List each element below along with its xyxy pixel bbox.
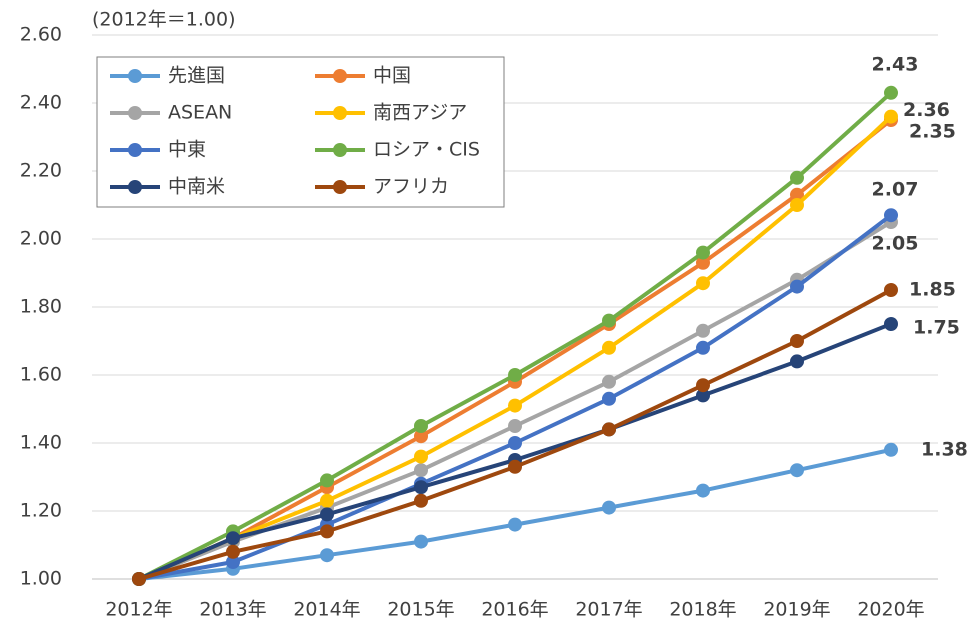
legend-label: ロシア・CIS bbox=[373, 139, 480, 161]
legend-marker bbox=[128, 106, 142, 120]
legend-marker bbox=[333, 180, 347, 194]
marker bbox=[414, 493, 428, 508]
legend-marker bbox=[333, 106, 347, 120]
marker bbox=[884, 109, 898, 124]
marker bbox=[790, 354, 804, 369]
marker bbox=[508, 517, 522, 532]
y-tick-label: 1.60 bbox=[20, 364, 62, 386]
marker bbox=[602, 313, 616, 328]
marker bbox=[602, 422, 616, 437]
y-tick-label: 1.40 bbox=[20, 432, 62, 454]
marker bbox=[508, 368, 522, 382]
marker bbox=[696, 255, 710, 270]
marker bbox=[696, 340, 710, 355]
series bbox=[132, 283, 898, 586]
legend-marker bbox=[333, 69, 347, 83]
y-tick-label: 2.60 bbox=[20, 24, 62, 46]
x-tick-label: 2018年 bbox=[669, 599, 736, 621]
y-tick-label: 1.20 bbox=[20, 500, 62, 522]
x-tick-label: 2012年 bbox=[105, 599, 172, 621]
y-tick-label: 1.80 bbox=[20, 296, 62, 318]
legend-label: ASEAN bbox=[168, 102, 232, 124]
marker bbox=[320, 473, 334, 488]
legend-label: 南西アジア bbox=[373, 102, 467, 124]
marker bbox=[790, 198, 804, 212]
marker bbox=[790, 463, 804, 478]
marker bbox=[884, 283, 898, 297]
value-label: 2.43 bbox=[872, 53, 919, 75]
marker bbox=[696, 483, 710, 498]
legend-marker bbox=[333, 143, 347, 157]
value-label: 2.35 bbox=[909, 121, 956, 143]
marker bbox=[320, 493, 334, 508]
legend-marker bbox=[128, 180, 142, 194]
marker bbox=[884, 85, 898, 100]
marker bbox=[226, 531, 240, 546]
line bbox=[138, 322, 892, 581]
marker bbox=[414, 463, 428, 478]
marker bbox=[884, 442, 898, 457]
annotation: (2012年＝1.00) bbox=[92, 9, 235, 31]
legend-marker bbox=[128, 69, 142, 83]
marker bbox=[132, 572, 146, 586]
marker bbox=[602, 500, 616, 515]
marker bbox=[508, 436, 522, 450]
marker bbox=[696, 245, 710, 260]
marker bbox=[320, 507, 334, 522]
marker bbox=[508, 398, 522, 413]
marker bbox=[884, 317, 898, 331]
marker bbox=[696, 378, 710, 393]
marker bbox=[790, 334, 804, 348]
value-label: 1.75 bbox=[913, 317, 960, 339]
x-tick-label: 2013年 bbox=[199, 599, 266, 621]
y-tick-label: 2.40 bbox=[20, 92, 62, 114]
legend-label: アフリカ bbox=[373, 176, 449, 198]
value-label: 2.36 bbox=[903, 99, 950, 121]
marker bbox=[320, 548, 334, 563]
marker bbox=[320, 524, 334, 539]
marker bbox=[414, 419, 428, 433]
series bbox=[132, 317, 898, 586]
marker bbox=[602, 391, 616, 406]
marker bbox=[508, 459, 522, 474]
y-tick-label: 1.00 bbox=[20, 568, 62, 590]
x-tick-label: 2020年 bbox=[857, 599, 924, 621]
marker bbox=[414, 480, 428, 495]
marker bbox=[414, 449, 428, 464]
legend-box bbox=[96, 56, 505, 208]
marker bbox=[696, 388, 710, 403]
x-tick-label: 2016年 bbox=[481, 599, 548, 621]
legend-marker bbox=[128, 143, 142, 157]
marker bbox=[226, 544, 240, 559]
marker bbox=[602, 340, 616, 355]
legend-label: 中東 bbox=[168, 139, 206, 161]
legend-label: 先進国 bbox=[168, 65, 225, 87]
marker bbox=[226, 555, 240, 569]
legend-label: 中国 bbox=[373, 65, 411, 87]
marker bbox=[696, 323, 710, 338]
x-tick-label: 2015年 bbox=[387, 599, 454, 621]
marker bbox=[790, 187, 804, 202]
y-tick-label: 2.00 bbox=[20, 228, 62, 250]
marker bbox=[884, 208, 898, 223]
y-tick-label: 2.20 bbox=[20, 160, 62, 182]
legend-label: 中南米 bbox=[168, 176, 225, 198]
marker bbox=[508, 419, 522, 433]
x-tick-label: 2019年 bbox=[763, 599, 830, 621]
value-label: 2.07 bbox=[872, 179, 919, 201]
marker bbox=[414, 534, 428, 549]
x-tick-label: 2017年 bbox=[575, 599, 642, 621]
value-label: 1.85 bbox=[909, 279, 956, 301]
marker bbox=[414, 429, 428, 444]
value-label: 2.05 bbox=[872, 233, 919, 255]
marker bbox=[696, 276, 710, 291]
value-label: 1.38 bbox=[921, 438, 967, 460]
x-tick-label: 2014年 bbox=[293, 599, 360, 621]
marker bbox=[602, 374, 616, 389]
marker bbox=[790, 279, 804, 294]
marker bbox=[790, 170, 804, 185]
